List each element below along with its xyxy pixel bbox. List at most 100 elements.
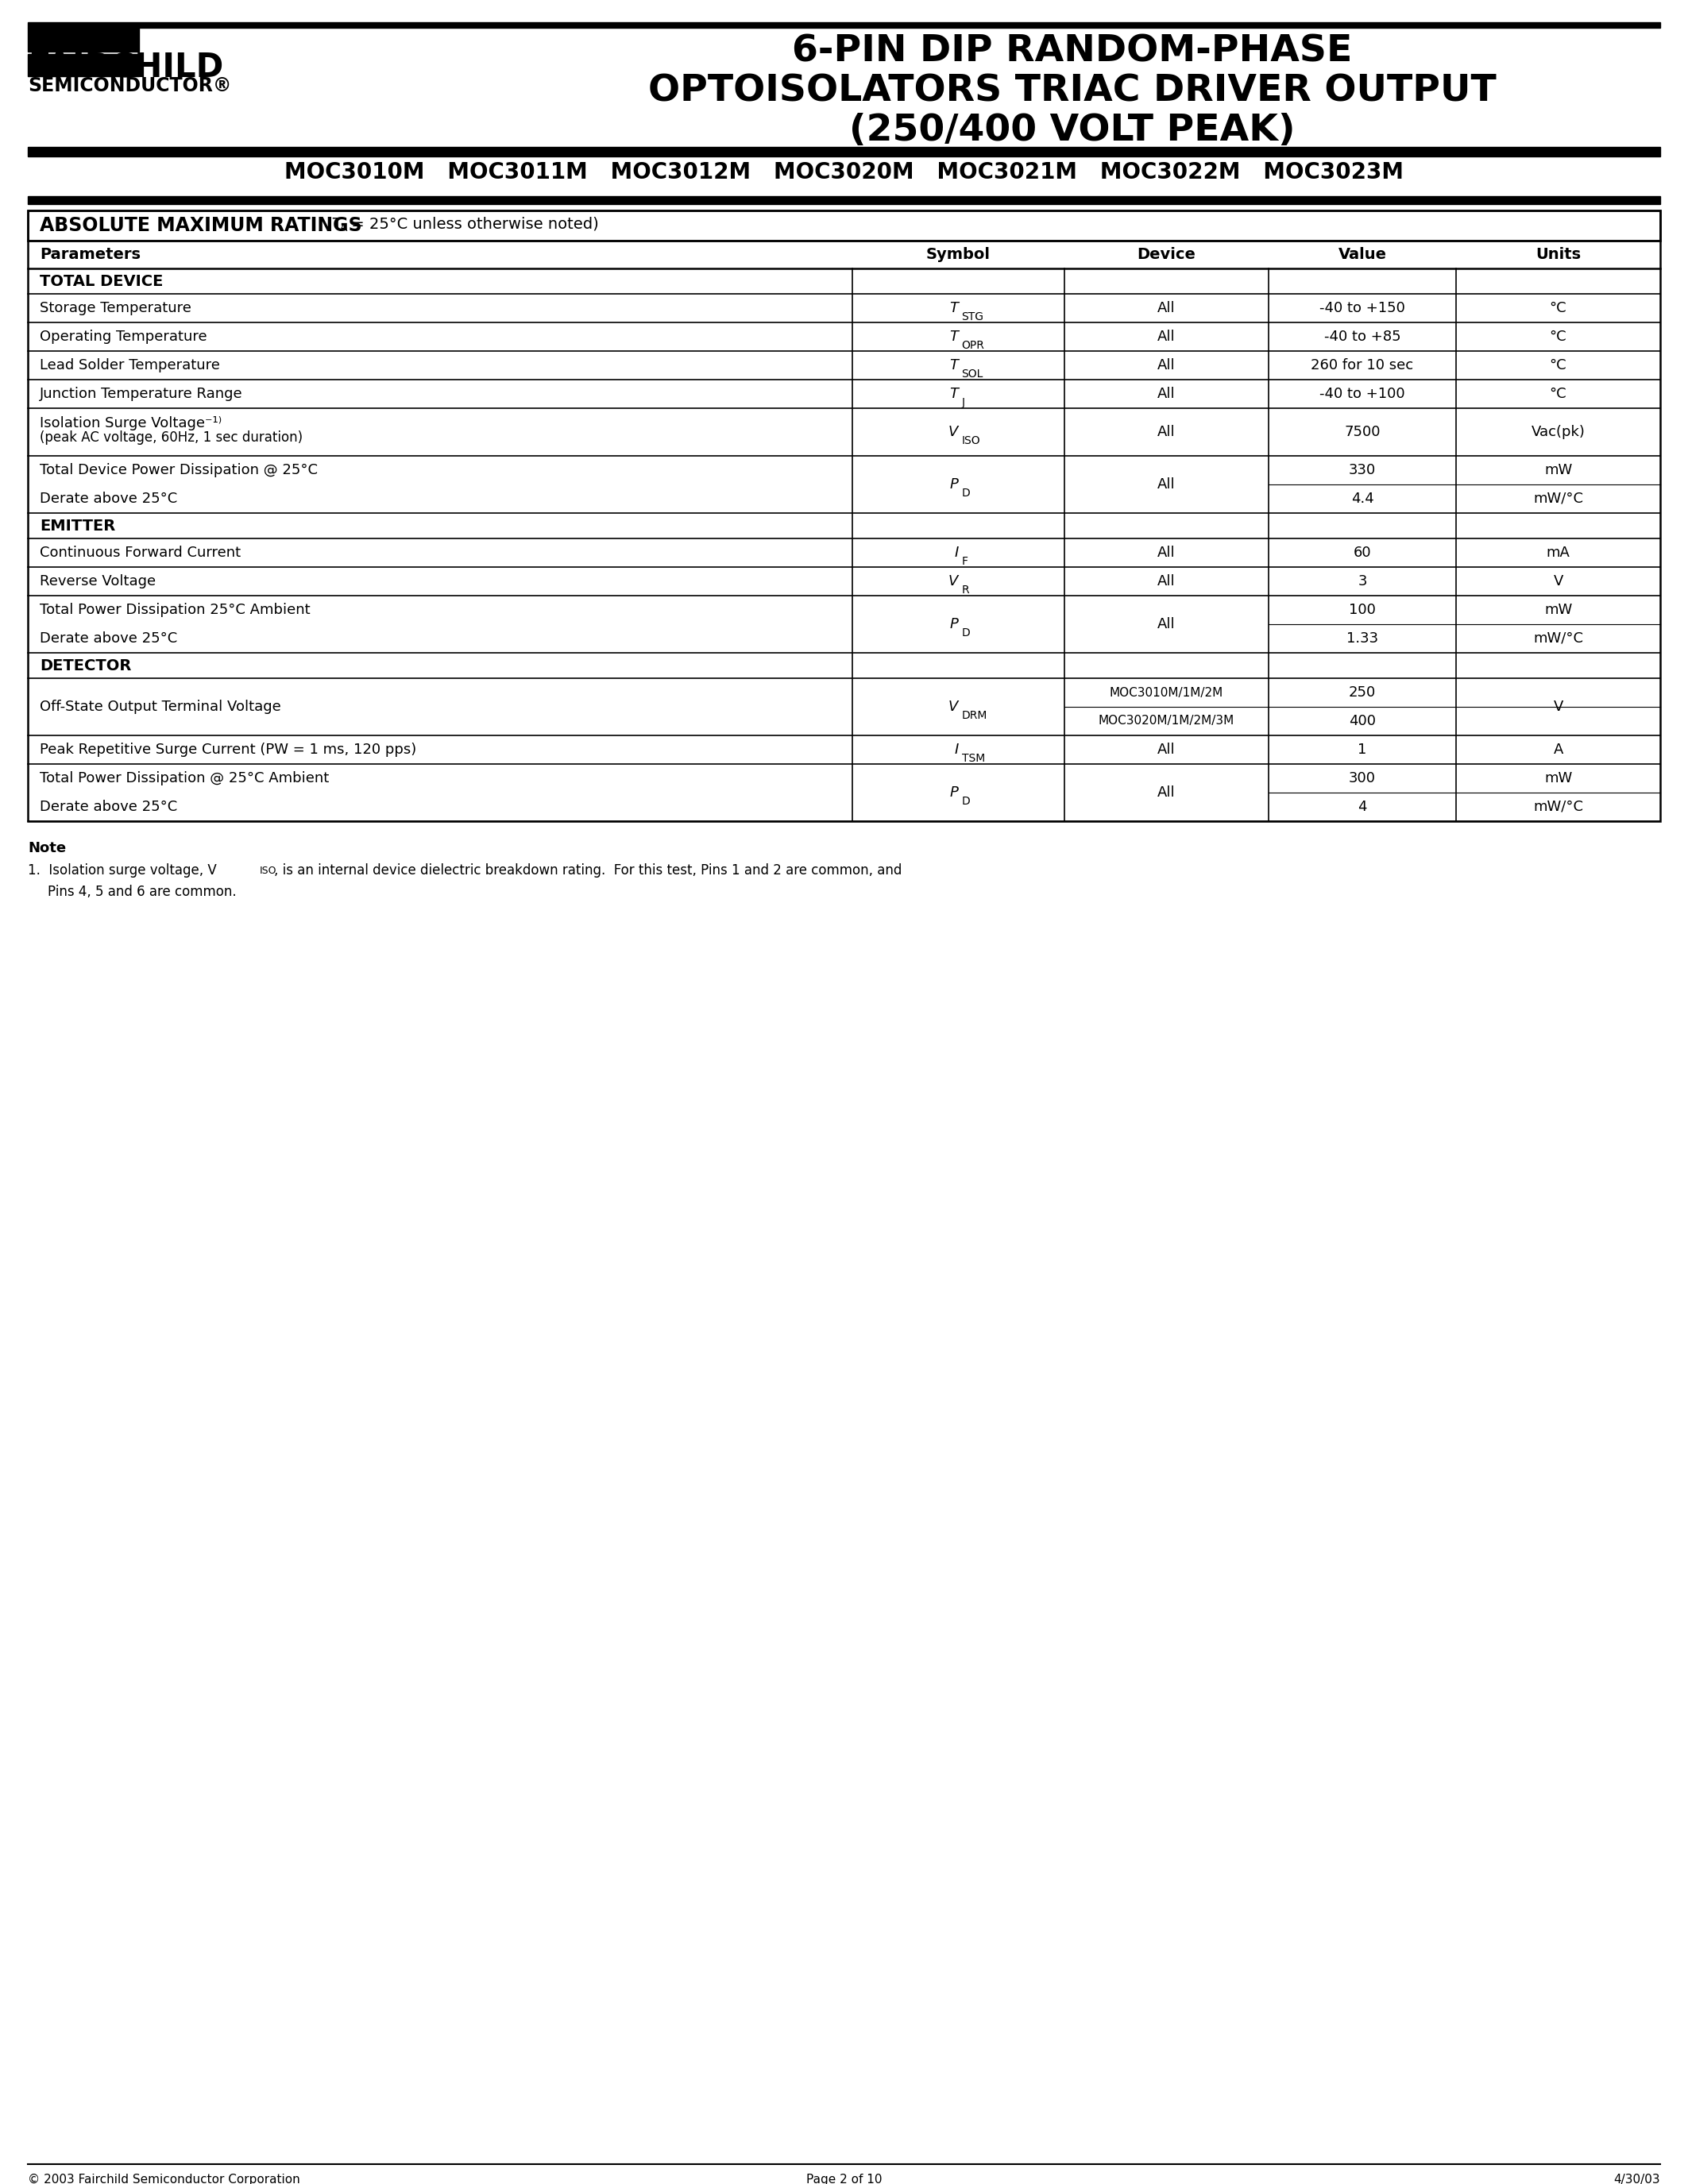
Text: MOC3010M/1M/2M: MOC3010M/1M/2M — [1109, 686, 1224, 699]
Text: 300: 300 — [1349, 771, 1376, 786]
Text: © 2003 Fairchild Semiconductor Corporation: © 2003 Fairchild Semiconductor Corporati… — [27, 2173, 300, 2184]
Text: °C: °C — [1550, 330, 1566, 343]
Text: V: V — [949, 574, 959, 587]
Text: Total Power Dissipation 25°C Ambient: Total Power Dissipation 25°C Ambient — [41, 603, 311, 618]
Bar — [27, 197, 1661, 203]
Text: Isolation Surge Voltage⁻¹⁾: Isolation Surge Voltage⁻¹⁾ — [41, 417, 221, 430]
Text: Derate above 25°C: Derate above 25°C — [41, 491, 177, 507]
Text: Reverse Voltage: Reverse Voltage — [41, 574, 155, 587]
Text: T: T — [950, 301, 959, 314]
Text: Symbol: Symbol — [927, 247, 991, 262]
Text: All: All — [1158, 786, 1175, 799]
Text: 4: 4 — [1357, 799, 1367, 815]
Text: Derate above 25°C: Derate above 25°C — [41, 799, 177, 815]
Text: (T: (T — [322, 216, 343, 232]
Text: 250: 250 — [1349, 686, 1376, 699]
Text: All: All — [1158, 618, 1175, 631]
Text: 330: 330 — [1349, 463, 1376, 478]
Text: -40 to +85: -40 to +85 — [1323, 330, 1401, 343]
Text: V: V — [949, 699, 959, 714]
Text: MOC3010M   MOC3011M   MOC3012M   MOC3020M   MOC3021M   MOC3022M   MOC3023M: MOC3010M MOC3011M MOC3012M MOC3020M MOC3… — [284, 162, 1404, 183]
Text: Page 2 of 10: Page 2 of 10 — [807, 2173, 881, 2184]
Text: D: D — [962, 795, 971, 806]
Text: DRM: DRM — [962, 710, 987, 721]
Text: °C: °C — [1550, 358, 1566, 373]
Text: P: P — [950, 478, 959, 491]
Text: (peak AC voltage, 60Hz, 1 sec duration): (peak AC voltage, 60Hz, 1 sec duration) — [41, 430, 302, 446]
Bar — [27, 146, 1661, 157]
Text: All: All — [1158, 574, 1175, 587]
Text: 1.  Isolation surge voltage, V: 1. Isolation surge voltage, V — [27, 863, 216, 878]
Text: Peak Repetitive Surge Current (PW = 1 ms, 120 pps): Peak Repetitive Surge Current (PW = 1 ms… — [41, 743, 417, 758]
Text: ISO: ISO — [962, 435, 981, 446]
Text: 60: 60 — [1354, 546, 1371, 559]
Text: Vac(pk): Vac(pk) — [1531, 426, 1585, 439]
Text: D: D — [962, 627, 971, 638]
Text: 100: 100 — [1349, 603, 1376, 618]
Text: = 25°C unless otherwise noted): = 25°C unless otherwise noted) — [346, 216, 599, 232]
Text: P: P — [950, 618, 959, 631]
Text: 4/30/03: 4/30/03 — [1614, 2173, 1661, 2184]
Text: 7500: 7500 — [1344, 426, 1381, 439]
Text: Pins 4, 5 and 6 are common.: Pins 4, 5 and 6 are common. — [47, 885, 236, 900]
Bar — [27, 210, 1661, 821]
Text: -40 to +150: -40 to +150 — [1320, 301, 1404, 314]
Text: mW/°C: mW/°C — [1533, 799, 1583, 815]
Text: All: All — [1158, 387, 1175, 402]
Text: V: V — [949, 426, 959, 439]
Text: TOTAL DEVICE: TOTAL DEVICE — [41, 273, 164, 288]
Text: Parameters: Parameters — [41, 247, 140, 262]
Text: 4.4: 4.4 — [1350, 491, 1374, 507]
Text: 260 for 10 sec: 260 for 10 sec — [1312, 358, 1413, 373]
Text: mW/°C: mW/°C — [1533, 631, 1583, 646]
Text: T: T — [950, 387, 959, 402]
Text: Derate above 25°C: Derate above 25°C — [41, 631, 177, 646]
Text: R: R — [962, 585, 969, 596]
Text: ABSOLUTE MAXIMUM RATINGS: ABSOLUTE MAXIMUM RATINGS — [41, 216, 361, 236]
Text: A: A — [1553, 743, 1563, 758]
Text: All: All — [1158, 301, 1175, 314]
Text: EMITTER: EMITTER — [41, 518, 115, 533]
Bar — [27, 55, 138, 76]
Text: ISO: ISO — [260, 865, 277, 876]
Text: 1: 1 — [1357, 743, 1367, 758]
Text: V: V — [1553, 574, 1563, 587]
Text: Value: Value — [1339, 247, 1386, 262]
Text: , is an internal device dielectric breakdown rating.  For this test, Pins 1 and : , is an internal device dielectric break… — [273, 863, 901, 878]
Text: Device: Device — [1138, 247, 1195, 262]
Text: I: I — [954, 546, 959, 559]
Text: 3: 3 — [1357, 574, 1367, 587]
Bar — [27, 28, 138, 52]
Text: A: A — [339, 223, 348, 234]
Text: P: P — [950, 786, 959, 799]
Text: V: V — [1553, 699, 1563, 714]
Text: (250/400 VOLT PEAK): (250/400 VOLT PEAK) — [849, 114, 1295, 149]
Text: T: T — [950, 330, 959, 343]
Text: °C: °C — [1550, 301, 1566, 314]
Text: °C: °C — [1550, 387, 1566, 402]
Text: All: All — [1158, 426, 1175, 439]
Bar — [27, 22, 1661, 28]
Text: SEMICONDUCTOR®: SEMICONDUCTOR® — [27, 76, 231, 96]
Text: Continuous Forward Current: Continuous Forward Current — [41, 546, 241, 559]
Text: mW: mW — [1545, 463, 1572, 478]
Bar — [27, 210, 1661, 240]
Text: T: T — [950, 358, 959, 373]
Text: OPTOISOLATORS TRIAC DRIVER OUTPUT: OPTOISOLATORS TRIAC DRIVER OUTPUT — [648, 72, 1497, 109]
Text: TSM: TSM — [962, 753, 984, 764]
Text: All: All — [1158, 743, 1175, 758]
Text: Operating Temperature: Operating Temperature — [41, 330, 208, 343]
Text: All: All — [1158, 478, 1175, 491]
Text: Total Device Power Dissipation @ 25°C: Total Device Power Dissipation @ 25°C — [41, 463, 317, 478]
Text: mW: mW — [1545, 603, 1572, 618]
Text: I: I — [954, 743, 959, 758]
Text: -40 to +100: -40 to +100 — [1320, 387, 1404, 402]
Text: STG: STG — [962, 312, 984, 323]
Text: OPR: OPR — [962, 341, 984, 352]
Text: All: All — [1158, 546, 1175, 559]
Text: mW/°C: mW/°C — [1533, 491, 1583, 507]
Text: All: All — [1158, 330, 1175, 343]
Text: Off-State Output Terminal Voltage: Off-State Output Terminal Voltage — [41, 699, 280, 714]
Text: Storage Temperature: Storage Temperature — [41, 301, 191, 314]
Text: J: J — [962, 397, 966, 408]
